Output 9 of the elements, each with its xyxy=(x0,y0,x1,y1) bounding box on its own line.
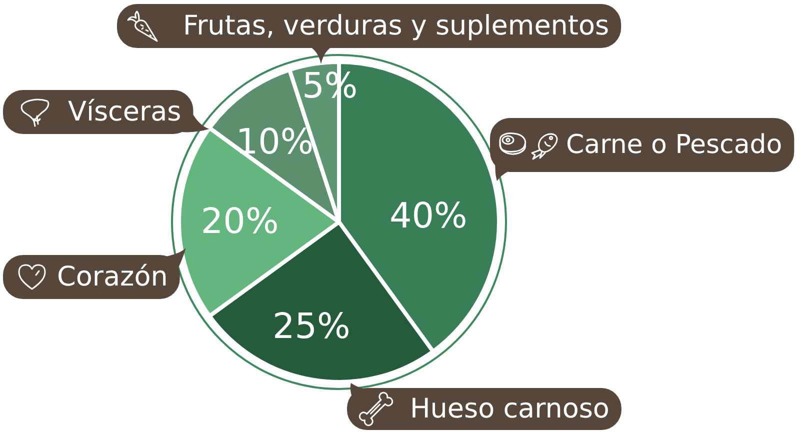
slice-label: Hueso carnoso xyxy=(410,394,610,424)
data-label: 25% xyxy=(272,307,350,348)
slice-label: Frutas, verduras y suplementos xyxy=(183,10,610,42)
slice-label: Vísceras xyxy=(68,96,182,128)
slice-label: Carne o Pescado xyxy=(566,130,782,160)
slice-label: Corazón xyxy=(57,262,168,292)
data-label: 20% xyxy=(200,202,279,242)
data-label: 10% xyxy=(236,122,314,162)
data-label: 40% xyxy=(390,196,468,236)
